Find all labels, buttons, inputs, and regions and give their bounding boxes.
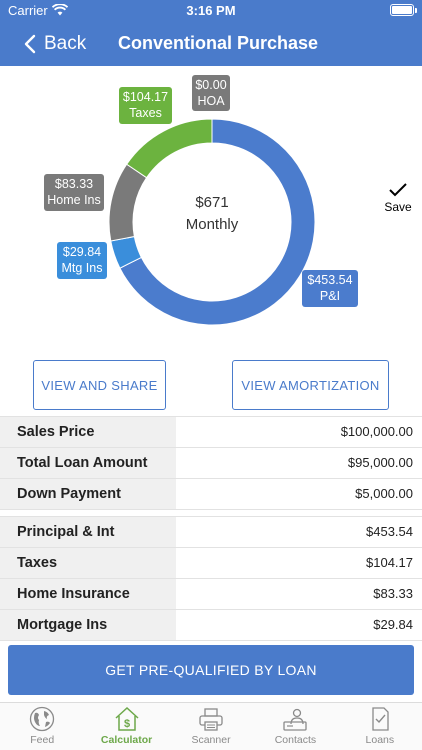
view-and-share-label: VIEW AND SHARE [41, 377, 158, 393]
donut-slice-home-ins [108, 163, 148, 242]
monthly-breakdown-table: Principal & Int $453.54 Taxes $104.17 Ho… [0, 516, 422, 641]
row-value: $104.17 [366, 555, 413, 570]
tab-contacts[interactable]: Contacts [253, 703, 337, 750]
table-row: Mortgage Ins $29.84 [0, 610, 422, 641]
view-amortization-button[interactable]: VIEW AMORTIZATION [232, 360, 389, 410]
row-label: Principal & Int [0, 517, 176, 547]
battery-tip [415, 8, 417, 13]
tab-bar: Feed $ Calculator Scanner [0, 702, 422, 750]
document-icon [372, 707, 389, 731]
globe-icon [30, 706, 55, 732]
navigation-header: Carrier 3:16 PM Back Conventional Purcha… [0, 0, 422, 66]
loan-summary-table: Sales Price $100,000.00 Total Loan Amoun… [0, 416, 422, 510]
row-label: Mortgage Ins [0, 610, 176, 640]
view-and-share-button[interactable]: VIEW AND SHARE [33, 360, 166, 410]
save-button[interactable]: Save [380, 182, 416, 214]
tab-calculator[interactable]: $ Calculator [84, 703, 168, 750]
row-value: $83.33 [373, 586, 413, 601]
status-bar: Carrier 3:16 PM [0, 0, 422, 22]
tab-calculator-label: Calculator [100, 734, 153, 746]
monthly-label: Monthly [185, 216, 239, 233]
donut-slice-p-i [119, 118, 316, 326]
checkmark-icon [389, 183, 407, 197]
svg-text:$: $ [124, 718, 130, 730]
row-value: $95,000.00 [347, 455, 413, 470]
clock: 3:16 PM [186, 3, 236, 18]
payment-chart: $671 Monthly $0.00 HOA $104.17 Taxes $83.3… [0, 66, 422, 356]
tab-feed-label: Feed [30, 734, 55, 746]
row-label: Home Insurance [0, 579, 176, 609]
carrier-label: Carrier [8, 3, 48, 18]
slice-label-taxes: $104.17 Taxes [119, 87, 172, 124]
row-label: Total Loan Amount [0, 448, 176, 478]
wifi-icon [52, 4, 68, 16]
contacts-icon [283, 708, 308, 731]
tab-scanner-label: Scanner [191, 734, 231, 746]
tab-contacts-label: Contacts [274, 734, 317, 746]
row-value: $5,000.00 [355, 486, 413, 501]
donut-chart [108, 118, 316, 326]
row-value: $29.84 [373, 617, 413, 632]
row-value: $453.54 [366, 524, 413, 539]
tab-loans[interactable]: Loans [338, 703, 422, 750]
row-value: $100,000.00 [340, 424, 413, 439]
row-label: Taxes [0, 548, 176, 578]
table-row: Total Loan Amount $95,000.00 [0, 448, 422, 479]
slice-label-mtg-ins: $29.84 Mtg Ins [57, 242, 107, 279]
slice-label-home-ins: $83.33 Home Ins [44, 174, 104, 211]
monthly-amount: $671 [195, 194, 229, 211]
battery-icon [390, 4, 414, 16]
chevron-left-icon [24, 34, 36, 54]
donut-slice-taxes [126, 118, 213, 179]
printer-icon [199, 708, 223, 731]
slice-label-hoa: $0.00 HOA [192, 75, 230, 111]
tab-loans-label: Loans [365, 734, 395, 746]
row-label: Sales Price [0, 417, 176, 447]
view-amortization-label: VIEW AMORTIZATION [241, 377, 380, 393]
page-title: Conventional Purchase [118, 33, 319, 53]
tab-feed[interactable]: Feed [0, 703, 84, 750]
table-row: Down Payment $5,000.00 [0, 479, 422, 510]
slice-label-pi: $453.54 P&I [302, 270, 358, 307]
back-button[interactable]: Back [24, 31, 86, 57]
table-row: Principal & Int $453.54 [0, 517, 422, 548]
back-label: Back [44, 33, 87, 54]
get-pre-qualified-label: GET PRE-QUALIFIED BY LOAN [105, 662, 317, 678]
row-label: Down Payment [0, 479, 176, 509]
get-pre-qualified-button[interactable]: GET PRE-QUALIFIED BY LOAN [8, 645, 414, 695]
table-row: Taxes $104.17 [0, 548, 422, 579]
save-label: Save [384, 200, 412, 214]
calculator-house-icon: $ [115, 706, 139, 731]
table-row: Sales Price $100,000.00 [0, 417, 422, 448]
tab-scanner[interactable]: Scanner [169, 703, 253, 750]
table-row: Home Insurance $83.33 [0, 579, 422, 610]
